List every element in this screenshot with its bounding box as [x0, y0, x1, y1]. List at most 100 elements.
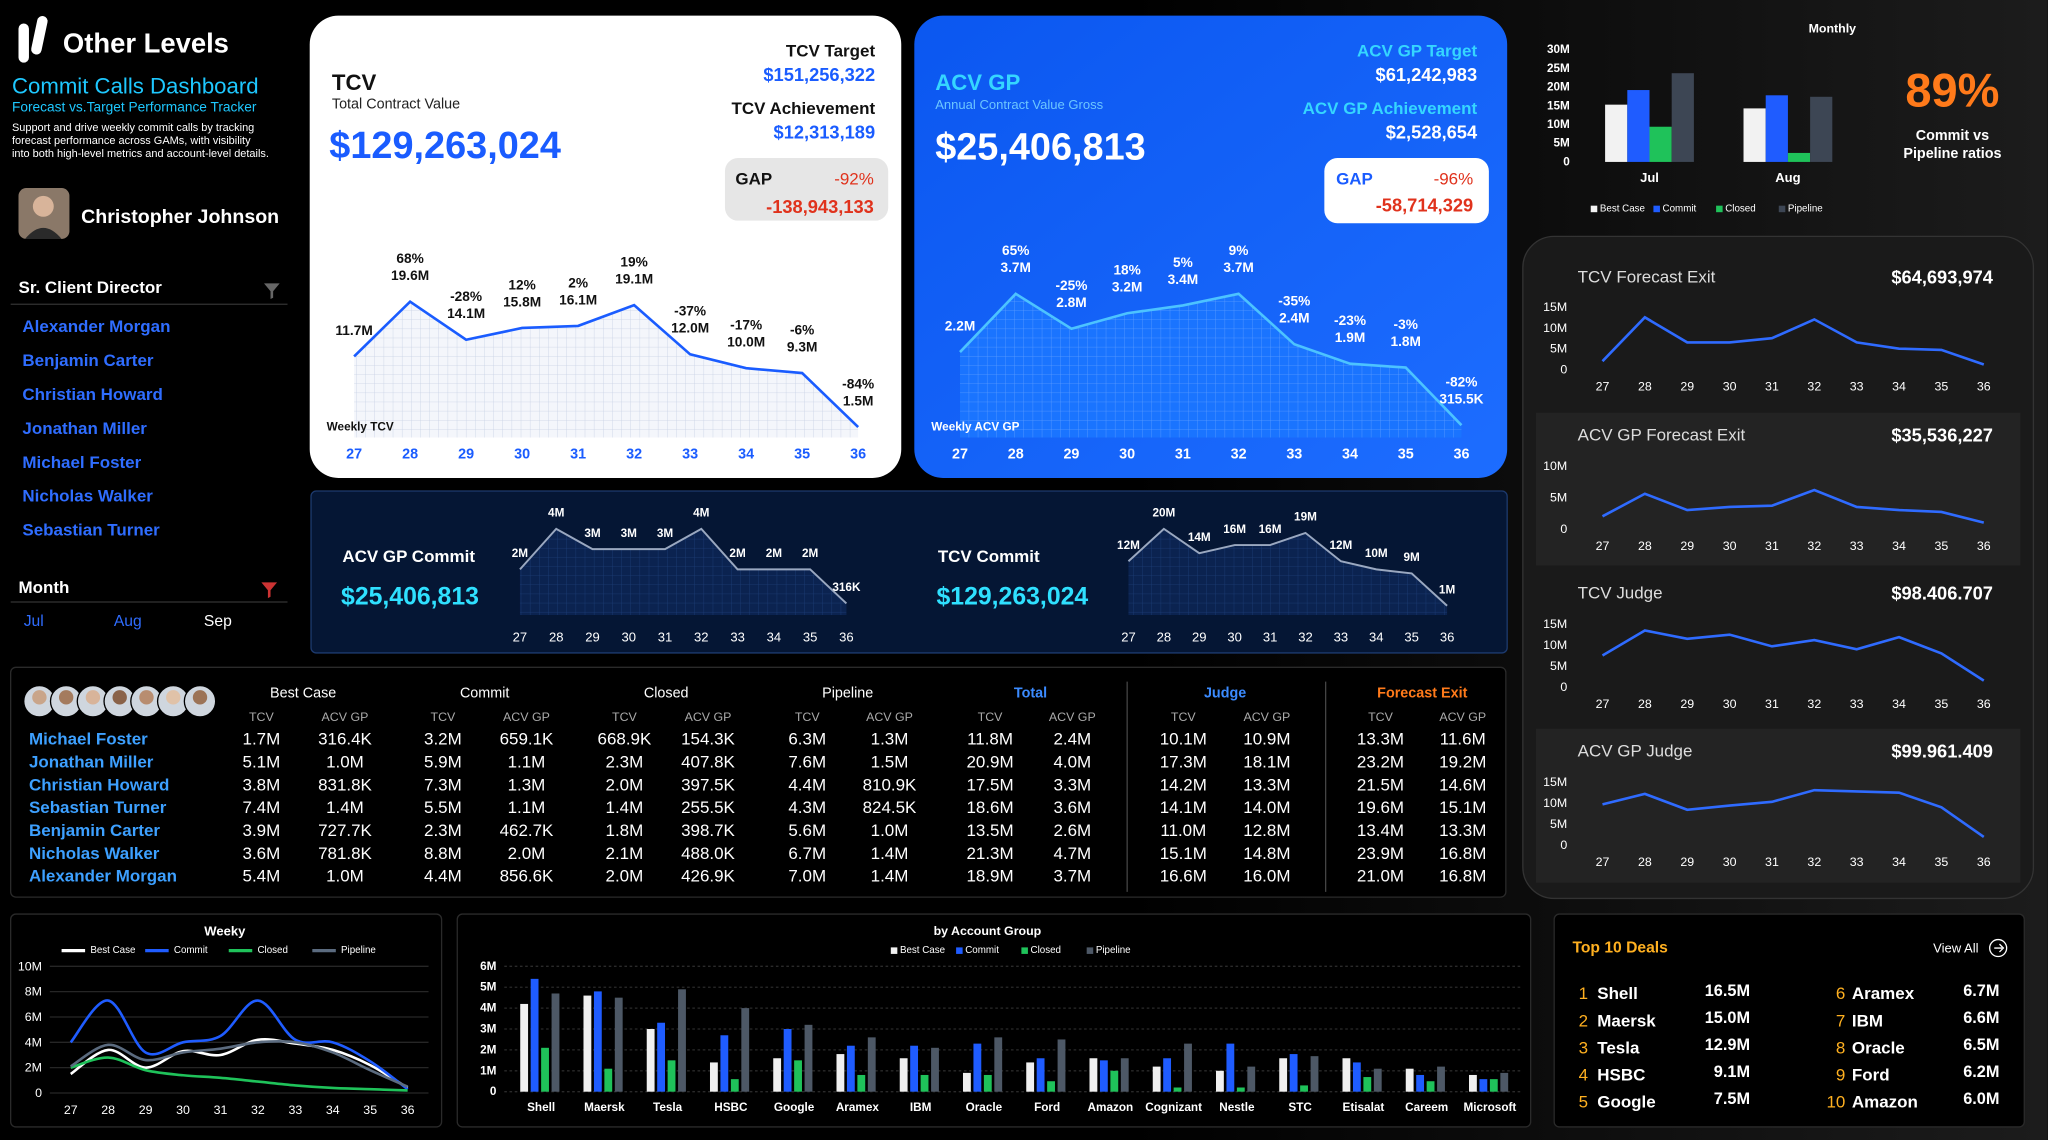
y-tick-label: 25M: [1547, 62, 1570, 75]
chart-title: Monthly: [1809, 22, 1857, 36]
value-label: 2.4M: [1279, 311, 1309, 326]
y-tick-label: 15M: [1543, 775, 1567, 789]
sub-header: ACV GP: [503, 710, 550, 724]
row-name: Michael Foster: [29, 730, 148, 749]
month-option[interactable]: Jul: [24, 613, 44, 630]
deal-value: 6.7M: [1963, 982, 1999, 1000]
legend-swatch: [1021, 947, 1028, 954]
cell: 2.3M: [606, 752, 644, 771]
director-option[interactable]: Christian Howard: [22, 385, 162, 404]
bar: [973, 1043, 982, 1092]
x-tick-label: 32: [626, 446, 642, 462]
commit-total: $25,406,813: [341, 583, 479, 610]
cell: 14.6M: [1439, 775, 1486, 794]
value-label: 3.2M: [1112, 280, 1142, 295]
x-tick-label: 34: [1369, 630, 1384, 645]
x-tick-label: 30: [1723, 855, 1737, 869]
y-tick-label: 15M: [1543, 617, 1567, 631]
director-option[interactable]: Alexander Morgan: [22, 317, 170, 336]
cell: 659.1K: [500, 730, 554, 749]
deal-rank: 2: [1579, 1011, 1588, 1030]
month-option[interactable]: Aug: [114, 613, 142, 630]
director-option[interactable]: Michael Foster: [22, 453, 141, 472]
cell: 10.1M: [1160, 730, 1207, 749]
x-tick-label: 36: [1977, 539, 1991, 553]
change-label: 5%: [1173, 255, 1193, 270]
x-tick-label: 30: [1723, 539, 1737, 553]
bar: [741, 1008, 750, 1092]
series-line: [1601, 315, 1985, 366]
deal-rank: 1: [1579, 984, 1588, 1003]
cell: 2.3M: [424, 821, 462, 840]
legend-label: Best Case: [900, 945, 945, 956]
month-option[interactable]: Sep: [204, 613, 232, 630]
x-tick-label: 30: [1723, 697, 1737, 711]
cell: 2.0M: [606, 867, 644, 886]
bar: [1810, 96, 1833, 162]
view-all[interactable]: View All: [1933, 941, 1979, 956]
value-label: 19M: [1294, 511, 1317, 524]
cell: 18.9M: [966, 867, 1013, 886]
cell: 810.9K: [863, 775, 917, 794]
x-tick-label: 28: [1157, 630, 1172, 645]
cell: 5.9M: [424, 752, 462, 771]
view-all-icon[interactable]: [1989, 938, 2008, 958]
card-title: TCV: [332, 70, 377, 95]
series-line: [1601, 629, 1985, 682]
x-tick-label: 34: [326, 1103, 340, 1117]
trend-line: [959, 292, 1463, 427]
chart-total: $35,536,227: [1891, 424, 1993, 445]
filter-label: Sr. Client Director: [19, 278, 163, 297]
cell: 16.8M: [1439, 844, 1486, 863]
x-tick-label: Aug: [1775, 170, 1800, 185]
director-option[interactable]: Benjamin Carter: [22, 351, 153, 370]
x-tick-label: 34: [1892, 380, 1906, 394]
gap-label: GAP: [735, 169, 772, 188]
chart-title: ACV GP Judge: [1578, 741, 1693, 760]
cell: 4.4M: [424, 867, 462, 886]
cell: 4.4M: [788, 775, 826, 794]
x-tick-label: Microsoft: [1463, 1101, 1516, 1114]
sub-header: TCV: [249, 710, 275, 724]
series-line: [69, 1038, 409, 1090]
bar: [1373, 1068, 1382, 1092]
bar: [1026, 1062, 1035, 1092]
bar: [1152, 1066, 1161, 1092]
deal-name: IBM: [1852, 1011, 1883, 1030]
description: forecast performance across GAMs, with v…: [12, 135, 251, 147]
x-tick-label: 28: [1008, 446, 1024, 462]
x-tick-label: 29: [1680, 855, 1694, 869]
x-tick-label: 29: [1680, 380, 1694, 394]
filter-icon[interactable]: [264, 283, 280, 300]
filter-icon[interactable]: [261, 582, 278, 599]
bar: [1363, 1077, 1372, 1092]
chart-total: $64,693,974: [1891, 266, 1993, 287]
cell: 1.1M: [508, 798, 546, 817]
y-tick-label: 6M: [25, 1010, 42, 1024]
x-tick-label: 31: [1765, 380, 1779, 394]
director-option[interactable]: Jonathan Miller: [22, 419, 147, 438]
value-label: 10.0M: [727, 335, 765, 350]
bar: [1437, 1066, 1445, 1092]
cell: 1.7M: [243, 730, 281, 749]
cell: 1.4M: [871, 867, 909, 886]
x-tick-label: 29: [585, 630, 600, 645]
director-option[interactable]: Sebastian Turner: [22, 521, 160, 540]
deal-value: 6.5M: [1963, 1036, 1999, 1054]
director-option[interactable]: Nicholas Walker: [22, 487, 153, 506]
bar: [1215, 1070, 1224, 1092]
bar: [1120, 1058, 1129, 1092]
value-label: 20M: [1152, 507, 1175, 520]
cell: 3.6M: [243, 844, 281, 863]
bar: [1163, 1058, 1172, 1092]
bar: [983, 1074, 992, 1092]
change-label: -23%: [1334, 313, 1366, 328]
bar: [730, 1079, 739, 1092]
x-tick-label: 28: [402, 446, 418, 462]
cell: 10.9M: [1243, 730, 1290, 749]
panel-band: [1535, 412, 2021, 566]
cell: 255.5K: [681, 798, 735, 817]
cell: 316.4K: [318, 730, 372, 749]
value-label: 2M: [802, 547, 818, 560]
change-label: -84%: [842, 376, 874, 391]
